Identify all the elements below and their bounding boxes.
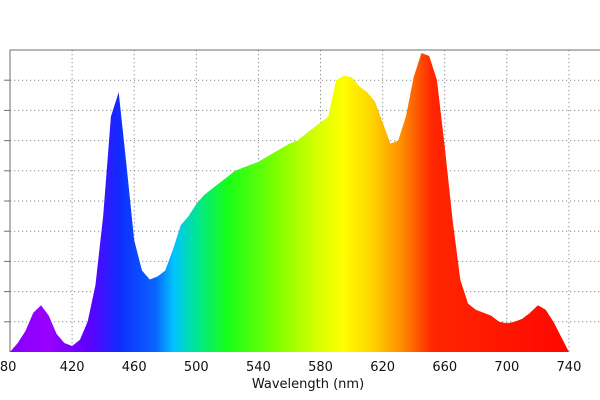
plot-frame bbox=[9, 49, 600, 352]
x-axis-tick-label: 420 bbox=[60, 360, 85, 375]
tick-labels: 380 420 460 500 540 580 620 660 700 740 bbox=[0, 360, 581, 375]
spectrum-area-layer bbox=[10, 53, 600, 353]
x-axis-tick-label: 460 bbox=[122, 360, 147, 375]
x-axis-tick-label: 740 bbox=[557, 360, 582, 375]
x-axis-label: Wavelength (nm) bbox=[252, 377, 364, 392]
spectrum-area bbox=[10, 53, 600, 353]
x-axis-tick-label: 580 bbox=[308, 360, 333, 375]
x-axis-tick-label: 620 bbox=[370, 360, 395, 375]
x-axis-tick-label: 500 bbox=[184, 360, 209, 375]
x-axis-tick-label: 380 bbox=[0, 360, 16, 375]
axes bbox=[4, 49, 600, 352]
x-axis-tick-label: 540 bbox=[246, 360, 271, 375]
x-axis-tick-label: 700 bbox=[494, 360, 519, 375]
x-axis-tick-label: 660 bbox=[432, 360, 457, 375]
